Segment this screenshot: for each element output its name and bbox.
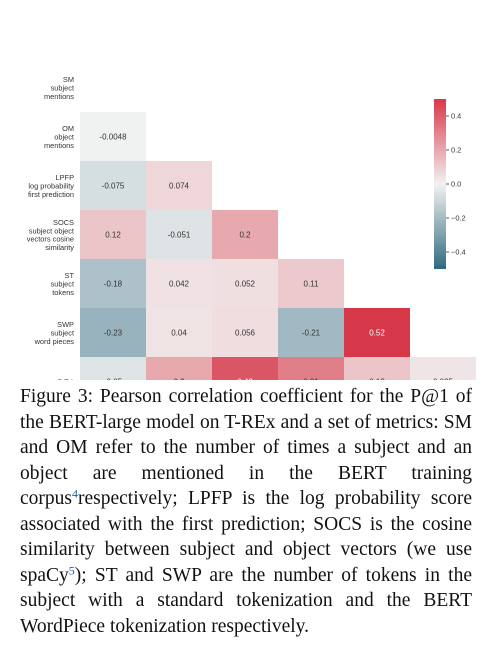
heatmap-cell xyxy=(344,357,410,380)
heatmap-cell xyxy=(80,259,146,308)
row-label: OM object mentions xyxy=(44,124,74,150)
cell-value-label: -0.18 xyxy=(104,280,123,289)
heatmap-cell xyxy=(344,308,410,357)
heatmap-cell xyxy=(278,259,344,308)
cell-value-label: -0.21 xyxy=(302,329,321,338)
heatmap-cell xyxy=(80,210,146,259)
heatmap-cell xyxy=(80,112,146,161)
colorbar-tick-label: −0.2 xyxy=(451,214,466,223)
row-label: LPFP log probability first prediction xyxy=(28,173,74,199)
row-label: SOCS subject object vectors cosine similari… xyxy=(27,218,75,252)
cell-value-label: 0.52 xyxy=(369,329,385,338)
cell-value-label: 0.11 xyxy=(304,280,320,289)
heatmap-cell xyxy=(146,161,212,210)
footnote-link-5[interactable]: 5 xyxy=(68,562,75,577)
heatmap-cell xyxy=(212,357,278,380)
colorbar-tick-label: 0.2 xyxy=(451,146,461,155)
footnote-link-4[interactable]: 4 xyxy=(72,486,78,501)
colorbar: 0.4 0.2 0.0 −0.2 −0.4 xyxy=(434,99,466,269)
cell-value-label: 0.12 xyxy=(105,231,121,240)
heatmap-cell xyxy=(146,308,212,357)
cell-value-label: 0.12 xyxy=(369,378,385,381)
row-labels: SM subject mentions OM object mentions LPFP log… xyxy=(27,75,75,380)
cell-value-label: 0.2 xyxy=(239,231,251,240)
heatmap-cell xyxy=(212,308,278,357)
heatmap-cell xyxy=(80,161,146,210)
cell-value-label: 0.074 xyxy=(169,182,190,191)
heatmap-cell xyxy=(278,308,344,357)
cell-value-label: 0.42 xyxy=(237,378,253,381)
cell-value-label: 0.052 xyxy=(235,280,256,289)
cell-value-label: 0.042 xyxy=(169,280,190,289)
heatmap-cell xyxy=(212,210,278,259)
heatmap-cell xyxy=(80,357,146,380)
figure-caption: Figure 3: Pearson correlation coefficien… xyxy=(20,384,472,639)
heatmap-cell xyxy=(212,259,278,308)
caption-text-1: Pearson correlation coefficient for the … xyxy=(20,386,472,509)
colorbar-gradient xyxy=(434,99,446,269)
row-label: SWP subject word pieces xyxy=(34,320,75,346)
cell-value-label: 0.056 xyxy=(235,329,256,338)
row-label: SM subject mentions xyxy=(44,75,74,101)
heatmap-cell xyxy=(146,210,212,259)
caption-text-2: respectively; LPFP is the log probabilit… xyxy=(20,488,472,586)
cell-value-label: -0.23 xyxy=(104,329,123,338)
heatmap-cell xyxy=(146,357,212,380)
row-label: ST subject tokens xyxy=(51,271,75,297)
cell-value-label: -0.075 xyxy=(102,182,125,191)
cell-value-label: -0.0048 xyxy=(99,133,127,142)
cell-value-label: -0.05 xyxy=(104,378,123,381)
correlation-heatmap: -0.0048 -0.075 0.074 0.12 -0.051 0.2 -0.18 0.04… xyxy=(27,75,476,380)
colorbar-tick-label: 0.4 xyxy=(451,112,461,121)
row-label: P@1 xyxy=(57,378,74,381)
cell-value-label: 0.04 xyxy=(171,329,187,338)
cell-value-label: 0.2 xyxy=(173,378,185,381)
cell-value-label: 0.31 xyxy=(303,378,319,381)
figure-label: Figure 3: xyxy=(20,386,93,407)
caption-text-3: ); ST and SWP are the number of tokens i… xyxy=(20,564,472,637)
colorbar-tick-label: 0.0 xyxy=(451,180,461,189)
heatmap-cell xyxy=(80,308,146,357)
heatmap-cell xyxy=(410,357,476,380)
heatmap-cell xyxy=(278,357,344,380)
heatmap-cell xyxy=(146,259,212,308)
heatmap-cells: -0.0048 -0.075 0.074 0.12 -0.051 0.2 -0.18 0.04… xyxy=(80,112,476,380)
colorbar-tick-label: −0.4 xyxy=(451,248,466,257)
cell-value-label: -0.051 xyxy=(168,231,191,240)
cell-value-label: 0.035 xyxy=(433,378,454,381)
